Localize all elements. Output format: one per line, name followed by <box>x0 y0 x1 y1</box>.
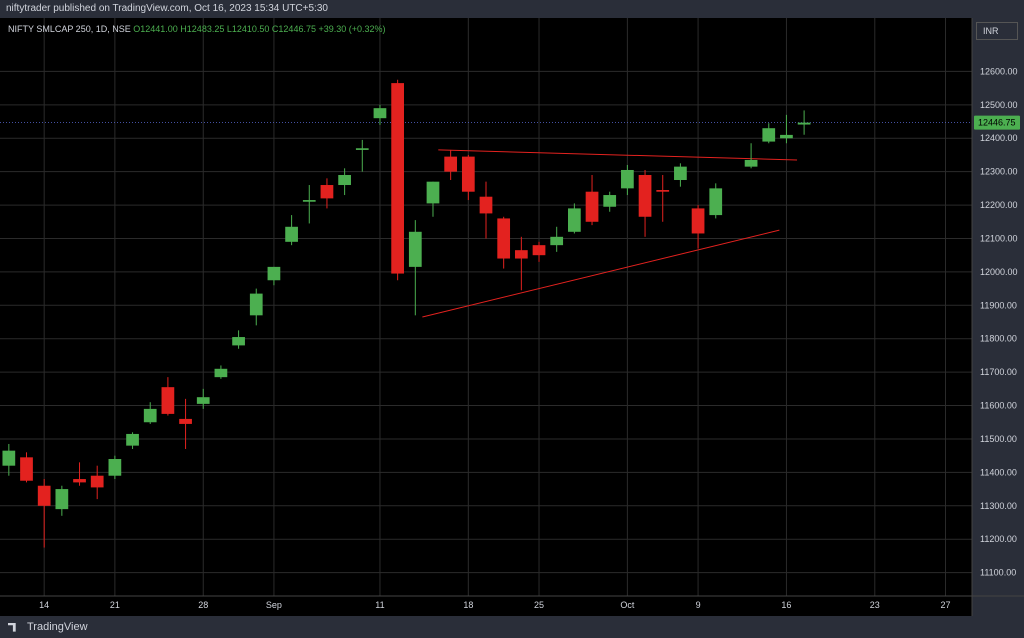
candle-body <box>161 387 175 414</box>
y-tick-label: 11300.00 <box>980 501 1017 511</box>
last-price-label: 12446.75 <box>978 118 1016 128</box>
candle-body <box>338 174 351 186</box>
publish-header: niftytrader published on TradingView.com… <box>0 0 1024 18</box>
y-tick-label: 12400.00 <box>980 133 1018 143</box>
y-tick-label: 11600.00 <box>980 401 1017 411</box>
high-value: H12483.25 <box>180 24 225 34</box>
candle-body <box>214 368 228 378</box>
y-tick-label: 12300.00 <box>980 167 1018 177</box>
y-tick-label: 12100.00 <box>980 233 1018 243</box>
published-text: niftytrader published on TradingView.com… <box>6 3 328 14</box>
candle-body <box>73 479 86 483</box>
x-tick-label: 16 <box>781 600 791 610</box>
y-tick-label: 12500.00 <box>980 100 1018 110</box>
candle-body <box>373 108 387 119</box>
footer-bar: TradingView <box>0 616 1024 638</box>
open-value: O12441.00 <box>133 24 178 34</box>
candle-body <box>638 174 652 217</box>
candle-body <box>249 293 263 316</box>
candle-body <box>479 196 493 214</box>
candle-body <box>444 156 458 172</box>
candle-body <box>267 266 281 281</box>
y-tick-label: 11200.00 <box>980 534 1017 544</box>
x-tick-label: 28 <box>198 600 208 610</box>
candle-body <box>408 231 422 267</box>
candle-body <box>108 459 122 476</box>
candle-body <box>744 159 758 167</box>
symbol-label: NIFTY SMLCAP 250, 1D, NSE <box>8 24 131 34</box>
candle-body <box>674 166 687 181</box>
trendline <box>422 229 780 318</box>
candle-body <box>532 245 546 256</box>
candle-body <box>550 236 564 246</box>
candle-body <box>285 226 298 242</box>
candle-body <box>709 188 723 216</box>
candle-body <box>179 418 192 424</box>
x-tick-label: 25 <box>534 600 544 610</box>
ohlc-legend: NIFTY SMLCAP 250, 1D, NSE O12441.00 H124… <box>8 24 386 34</box>
candle-body <box>391 83 404 274</box>
trendline <box>438 149 798 161</box>
y-tick-label: 11100.00 <box>980 568 1016 578</box>
tradingview-icon <box>8 622 16 632</box>
candle-body <box>196 397 210 404</box>
candle-body <box>320 185 334 199</box>
candle-body <box>514 250 528 259</box>
x-tick-label: 27 <box>940 600 950 610</box>
candle-body <box>621 169 634 189</box>
candle-body <box>691 208 705 234</box>
x-tick-label: 11 <box>375 600 384 610</box>
x-tick-label: Oct <box>620 600 635 610</box>
candle-body <box>585 191 599 222</box>
x-tick-label: 18 <box>463 600 473 610</box>
last-price-tag <box>974 115 1020 130</box>
y-tick-label: 12000.00 <box>980 267 1018 277</box>
candle-body <box>55 489 69 510</box>
x-tick-label: 23 <box>870 600 880 610</box>
y-tick-label: 12600.00 <box>980 66 1018 76</box>
candle-body <box>37 485 51 506</box>
candle-body <box>762 128 776 142</box>
candle-body <box>143 408 157 423</box>
x-tick-label: 9 <box>696 600 701 610</box>
x-tick-label: 21 <box>110 600 120 610</box>
chart-background <box>0 18 972 616</box>
candle-body <box>780 134 793 139</box>
currency-button[interactable]: INR <box>976 22 1018 40</box>
candle-body <box>20 457 33 481</box>
tradingview-logo[interactable]: TradingView <box>8 616 88 638</box>
close-value: C12446.75 <box>271 24 316 34</box>
candle-body <box>797 122 811 125</box>
y-tick-label: 12200.00 <box>980 200 1018 210</box>
candle-body <box>2 450 16 466</box>
brand-label: TradingView <box>27 621 88 633</box>
x-tick-label: 14 <box>39 600 49 610</box>
y-tick-label: 11400.00 <box>980 467 1017 477</box>
candle-body <box>426 181 440 204</box>
candle-body <box>232 337 245 346</box>
candle-body <box>656 190 670 192</box>
candle-body <box>126 433 139 446</box>
x-tick-label: Sep <box>266 600 282 610</box>
y-tick-label: 11900.00 <box>980 300 1017 310</box>
y-tick-label: 11500.00 <box>980 434 1017 444</box>
candle-body <box>90 475 104 488</box>
low-value: L12410.50 <box>226 24 270 34</box>
candle-body <box>302 200 316 202</box>
y-tick-label: 11700.00 <box>980 367 1017 377</box>
candle-body <box>603 195 617 207</box>
candle-body <box>497 218 511 259</box>
candle-body <box>461 156 475 192</box>
candle-body <box>355 148 369 150</box>
candle-body <box>568 208 581 232</box>
change-value: +39.30 (+0.32%) <box>318 24 386 34</box>
y-tick-label: 11800.00 <box>980 334 1017 344</box>
